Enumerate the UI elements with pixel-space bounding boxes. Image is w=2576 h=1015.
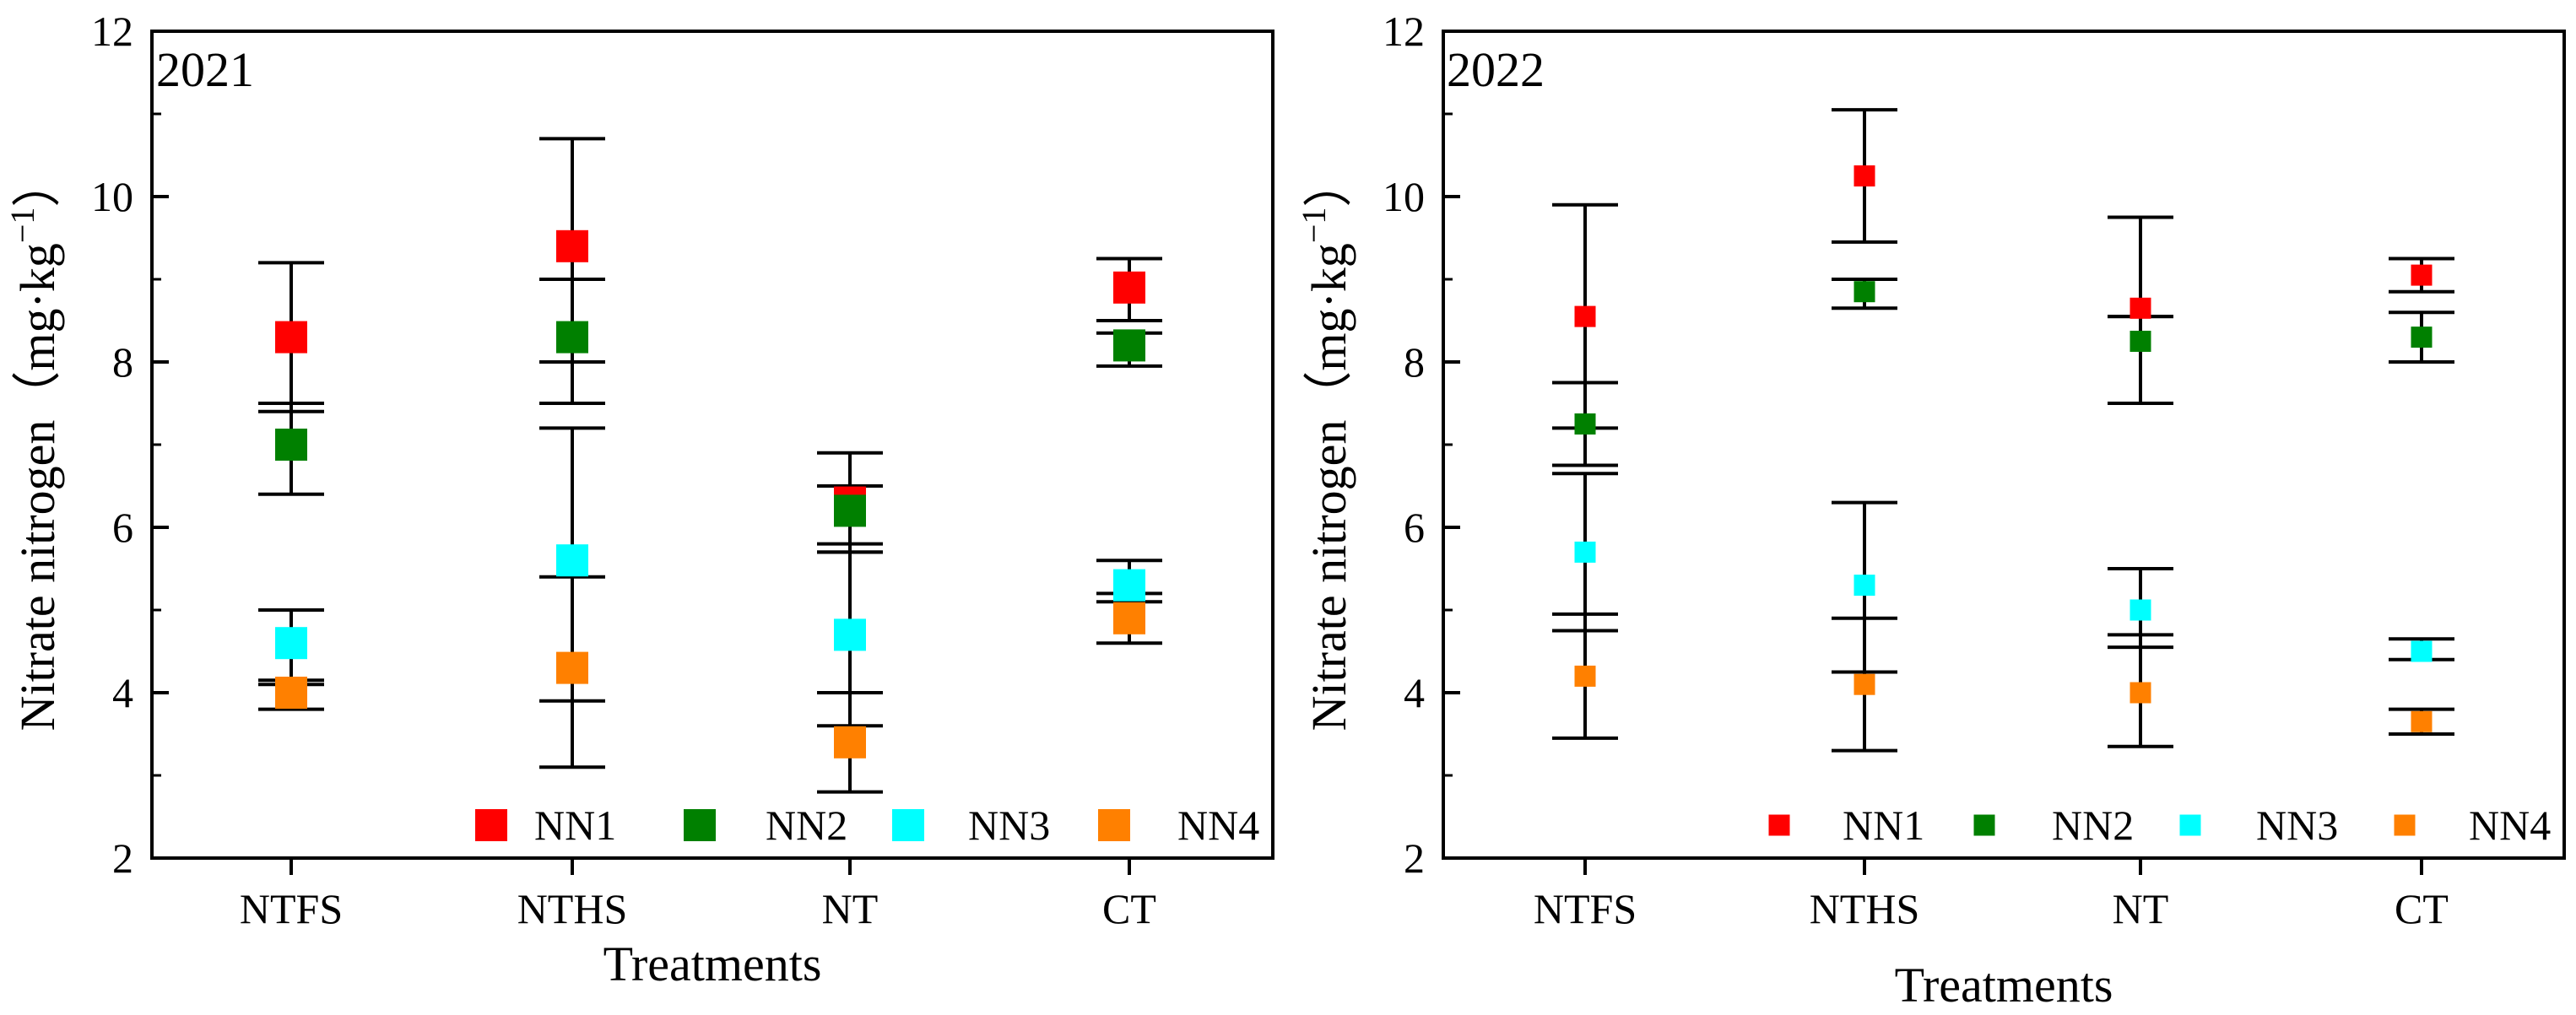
x-category-label: NTFS (1534, 885, 1637, 932)
y-axis-title: Nitrate nitrogen（mg·kg−1） (3, 159, 65, 732)
data-point-nn4 (2411, 710, 2433, 732)
panel-year-label: 2021 (156, 42, 254, 97)
data-point-nn2 (1854, 281, 1875, 303)
data-point-nn4 (2130, 682, 2151, 704)
data-point-nn2 (2130, 331, 2151, 352)
data-point-nn3 (2130, 599, 2151, 621)
x-axis-title: Treatments (1895, 958, 2113, 1012)
data-point-nn1 (2411, 264, 2433, 286)
y-axis-title-main: Nitrate nitrogen（mg·kg (1302, 243, 1356, 731)
legend-label: NN3 (2256, 802, 2338, 849)
data-point-nn1 (556, 229, 588, 262)
plot-frame (150, 30, 1274, 860)
legend-label: NN4 (1177, 802, 1259, 849)
data-point-nn4 (1574, 665, 1596, 687)
legend-label: NN2 (766, 802, 847, 849)
y-axis-title-exponent: −1 (3, 208, 41, 244)
data-point-nn4 (556, 651, 588, 684)
y-axis-title-exponent: −1 (1295, 208, 1333, 244)
data-point-nn1 (1574, 305, 1596, 327)
y-tick-label: 4 (112, 669, 133, 716)
y-tick-label: 4 (1404, 669, 1425, 716)
data-point-nn4 (1854, 673, 1875, 695)
data-point-nn3 (1113, 569, 1145, 602)
data-point-nn1 (1854, 165, 1875, 186)
legend-label: NN3 (968, 802, 1050, 849)
x-axis-title: Treatments (603, 937, 822, 991)
legend-label: NN4 (2469, 802, 2551, 849)
legend-marker-nn2 (1973, 814, 1995, 836)
data-point-nn3 (1574, 541, 1596, 563)
chart-panel-2021: 2 4 6 8 10 12 NTFS NTHS NT CT NN1 NN2 NN3 NN4 2021 Trea… (3, 8, 1274, 991)
x-category-label: CT (1102, 885, 1156, 932)
y-tick-label: 2 (112, 834, 133, 882)
legend-marker-nn1 (475, 809, 507, 841)
legend-marker-nn1 (1768, 814, 1790, 836)
legend-marker-nn3 (2179, 814, 2201, 836)
y-axis-title-close: ） (1302, 159, 1356, 208)
data-point-nn3 (556, 544, 588, 577)
legend-marker-nn3 (892, 809, 924, 841)
legend-label: NN1 (534, 802, 616, 849)
y-axis-title: Nitrate nitrogen（mg·kg−1） (1295, 159, 1356, 732)
legend-marker-nn4 (2394, 814, 2416, 836)
y-tick-label: 10 (1383, 173, 1425, 220)
data-point-nn2 (2411, 327, 2433, 348)
y-tick-label: 12 (1383, 8, 1425, 55)
data-point-nn1 (275, 321, 307, 354)
legend-marker-nn2 (684, 809, 716, 841)
data-point-nn3 (2411, 640, 2433, 662)
panel-year-label: 2022 (1447, 42, 1545, 97)
legend-label: NN1 (1843, 802, 1924, 849)
y-axis-title-close: ） (10, 159, 65, 208)
data-point-nn2 (556, 321, 588, 354)
data-point-nn3 (275, 627, 307, 660)
chart-panel-2022: 2 4 6 8 10 12 NTFS NTHS NT CT NN1 NN2 NN3 NN4 2022 Trea… (1295, 8, 2566, 1012)
y-tick-label: 12 (91, 8, 133, 55)
y-tick-label: 8 (112, 338, 133, 386)
data-point-nn1 (2130, 297, 2151, 319)
x-category-label: NT (2113, 885, 2169, 932)
data-point-nn3 (834, 618, 866, 651)
y-tick-label: 8 (1404, 338, 1425, 386)
y-axis-title-main: Nitrate nitrogen（mg·kg (10, 243, 65, 731)
y-tick-label: 2 (1404, 834, 1425, 882)
data-point-nn4 (834, 726, 866, 759)
data-point-nn4 (1113, 602, 1145, 634)
x-category-label: NTHS (517, 885, 628, 932)
data-point-nn2 (275, 429, 307, 461)
x-category-label: NT (822, 885, 879, 932)
x-category-label: NTFS (240, 885, 343, 932)
x-category-label: NTHS (1810, 885, 1920, 932)
legend-label: NN2 (2052, 802, 2134, 849)
data-point-nn2 (1113, 329, 1145, 362)
x-category-label: CT (2395, 885, 2449, 932)
y-tick-label: 6 (112, 504, 133, 551)
y-tick-label: 10 (91, 173, 133, 220)
data-point-nn2 (834, 494, 866, 527)
legend-marker-nn4 (1098, 809, 1130, 841)
data-point-nn1 (1113, 271, 1145, 304)
data-point-nn2 (1574, 413, 1596, 435)
y-tick-label: 6 (1404, 504, 1425, 551)
data-point-nn3 (1854, 575, 1875, 597)
data-point-nn4 (275, 677, 307, 709)
